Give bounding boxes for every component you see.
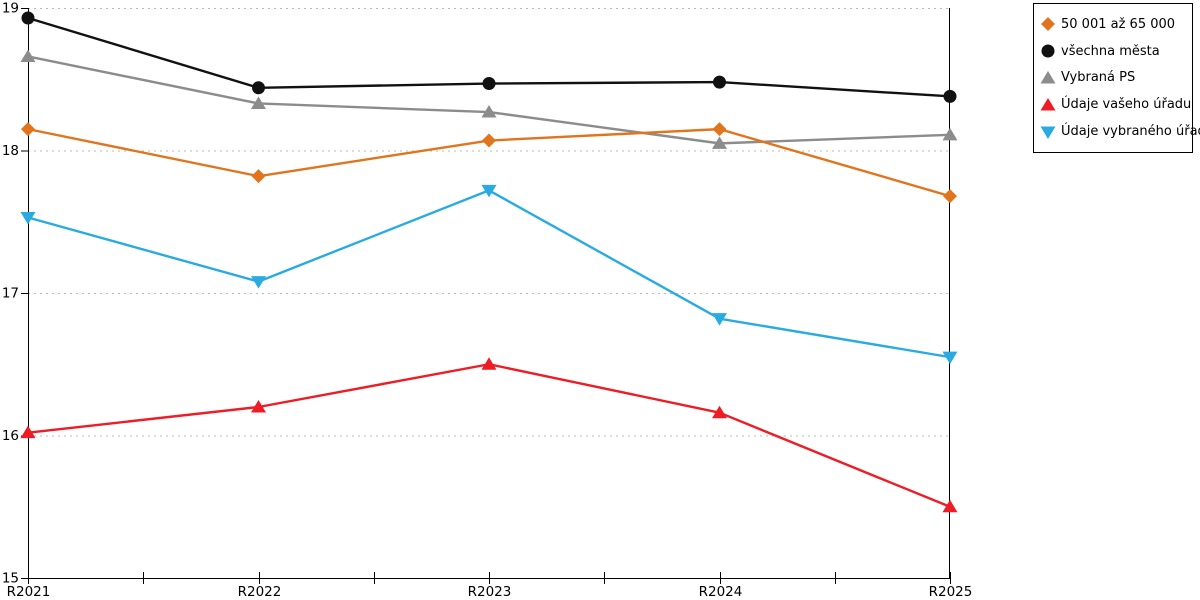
x-axis-label: R2021 [7, 584, 51, 600]
series-line-2 [26, 55, 952, 145]
x-axis-label: R2022 [238, 584, 282, 600]
circle-icon [1041, 44, 1055, 58]
triangle-up-marker [481, 105, 497, 118]
triangle-up-marker [20, 49, 36, 62]
triangle-up-icon [1040, 97, 1056, 111]
circle-marker [21, 11, 35, 25]
legend-label: všechna města [1061, 43, 1160, 59]
triangle-up-marker [1040, 97, 1056, 111]
legend-item-0: 50 001 až 65 000 [1040, 17, 1186, 32]
triangle-down-marker [1040, 126, 1056, 139]
diamond-marker [1041, 17, 1055, 32]
legend-item-3: Údaje vašeho úřadu [1040, 97, 1191, 112]
legend-label: Vybraná PS [1061, 70, 1136, 86]
triangle-up-marker [942, 499, 958, 513]
legend-label: Údaje vybraného úřadu [1061, 124, 1200, 140]
diamond-marker [712, 122, 727, 137]
y-axis-label: 16 [2, 428, 19, 444]
y-axis-label: 15 [2, 571, 19, 587]
legend-item-4: Údaje vybraného úřadu [1040, 124, 1200, 139]
triangle-down-marker [20, 211, 36, 225]
diamond-marker [482, 133, 496, 148]
triangle-up-marker [712, 405, 727, 419]
legend-label: Údaje vašeho úřadu [1061, 97, 1192, 113]
x-axis-label: R2023 [468, 584, 512, 600]
triangle-down-marker [712, 313, 727, 326]
legend: 50 001 až 65 000 všechna města Vybraná PS Ú… [1033, 3, 1200, 153]
triangle-up-marker [481, 357, 497, 370]
triangle-up-marker [251, 96, 266, 109]
triangle-up-marker [942, 127, 958, 141]
diamond-marker [21, 122, 35, 137]
triangle-up-marker [251, 400, 266, 413]
triangle-down-marker [481, 184, 497, 198]
y-axis-label: 17 [2, 286, 19, 302]
circle-marker [1041, 44, 1055, 58]
triangle-down-marker [942, 351, 958, 365]
legend-label: 50 001 až 65 000 [1061, 16, 1176, 32]
triangle-down-icon [1040, 126, 1056, 139]
circle-marker [252, 81, 265, 95]
triangle-up-marker [20, 425, 36, 439]
diamond-marker [943, 189, 957, 204]
circle-marker [943, 89, 957, 103]
x-axis-label: R2025 [929, 584, 973, 600]
diamond-marker [251, 169, 266, 184]
triangle-down-marker [251, 276, 266, 289]
circle-marker [482, 77, 496, 91]
x-axis-label: R2024 [699, 584, 743, 600]
y-axis-label: 19 [2, 1, 19, 17]
legend-item-1: všechna města [1040, 44, 1186, 59]
legend-item-2: Vybraná PS [1040, 70, 1186, 85]
triangle-up-marker [712, 136, 727, 149]
series-line-4 [26, 189, 952, 359]
diamond-icon [1041, 17, 1055, 32]
triangle-up-icon [1040, 70, 1056, 84]
circle-marker [713, 75, 726, 89]
y-axis-label: 18 [2, 143, 19, 159]
triangle-up-marker [1040, 70, 1056, 84]
